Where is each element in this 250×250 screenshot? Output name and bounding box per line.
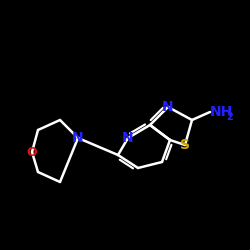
Text: S: S [180, 138, 190, 152]
Text: O: O [27, 146, 37, 158]
Text: N: N [122, 131, 134, 145]
Text: N: N [72, 131, 84, 145]
Text: N: N [162, 100, 174, 114]
Text: NH: NH [210, 105, 233, 119]
Text: 2: 2 [226, 112, 233, 122]
